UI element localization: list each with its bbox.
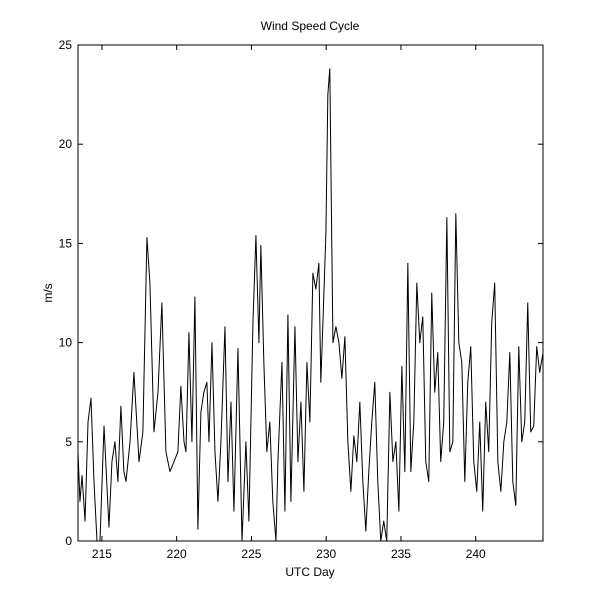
y-axis-label: m/s: [41, 283, 55, 302]
y-tick-label: 20: [59, 137, 73, 151]
y-tick-label: 15: [59, 236, 73, 250]
x-tick-label: 220: [167, 547, 187, 561]
y-tick-label: 0: [65, 534, 72, 548]
x-axis-label: UTC Day: [285, 565, 334, 579]
y-tick-label: 25: [59, 38, 73, 52]
plot-frame: [77, 44, 544, 542]
chart-title: Wind Speed Cycle: [261, 19, 360, 33]
x-tick-label: 230: [316, 547, 336, 561]
y-tick-label: 10: [59, 336, 73, 350]
x-tick-label: 215: [92, 547, 112, 561]
x-tick-label: 225: [241, 547, 261, 561]
x-tick-label: 235: [391, 547, 411, 561]
line-series: [77, 68, 544, 542]
y-tick-label: 5: [65, 435, 72, 449]
x-tick-label: 240: [466, 547, 486, 561]
